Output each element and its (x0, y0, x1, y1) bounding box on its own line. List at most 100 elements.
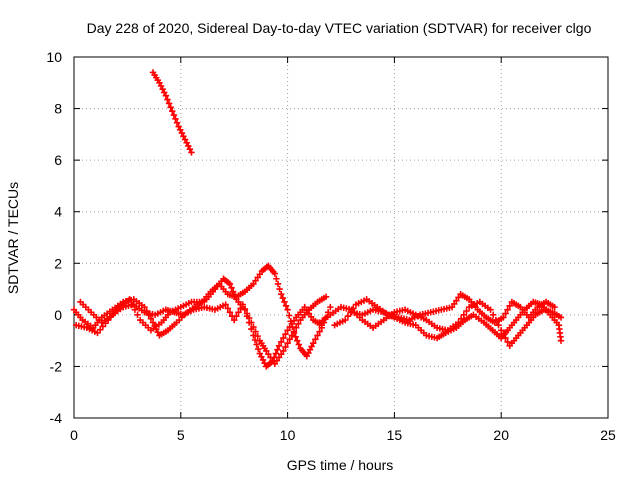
data-point (504, 338, 511, 346)
data-point (281, 298, 288, 306)
data-points (70, 69, 565, 370)
x-tick-label: 0 (70, 427, 78, 443)
data-point (498, 327, 505, 334)
data-point (94, 329, 101, 337)
data-point (134, 311, 141, 319)
data-point (303, 352, 311, 360)
data-point (229, 288, 237, 295)
y-tick-label: -4 (50, 410, 63, 426)
data-point (286, 336, 293, 343)
data-point (186, 145, 194, 153)
data-point (233, 312, 240, 320)
data-point (156, 79, 163, 86)
data-point (252, 328, 259, 335)
x-tick-label: 25 (600, 427, 616, 443)
data-point (259, 356, 267, 364)
data-point (164, 96, 171, 103)
x-tick-label: 5 (177, 427, 185, 443)
data-point (310, 340, 317, 347)
data-point (254, 332, 261, 340)
data-point (178, 129, 186, 137)
data-point (99, 323, 107, 330)
data-point (280, 347, 287, 355)
data-point (307, 313, 315, 320)
data-point (279, 294, 286, 302)
data-point (342, 316, 349, 324)
data-point (149, 319, 157, 326)
series-track-f (348, 298, 565, 344)
data-point (504, 306, 511, 313)
data-point (188, 149, 195, 156)
data-point (131, 306, 139, 313)
series-track-c (77, 293, 330, 368)
data-point (250, 280, 257, 288)
data-point (273, 357, 281, 364)
data-point (286, 312, 293, 319)
data-point (185, 142, 192, 150)
data-point (292, 324, 300, 331)
data-point (250, 323, 257, 331)
data-point (506, 302, 513, 310)
data-point (305, 349, 312, 357)
data-point (256, 271, 264, 278)
data-point (180, 133, 187, 140)
data-point (551, 303, 558, 311)
data-point (312, 336, 319, 343)
data-point (460, 311, 468, 319)
x-tick-label: 15 (387, 427, 403, 443)
data-point (243, 310, 251, 317)
axis-ticks: 0 5 10 15 20 25 -4 -2 0 2 4 6 8 10 (46, 49, 616, 443)
data-point (226, 309, 234, 316)
chart-title: Day 228 of 2020, Sidereal Day-to-day VTE… (87, 20, 592, 36)
data-point (287, 318, 295, 325)
data-point (290, 328, 298, 335)
data-point (272, 350, 280, 357)
series-early-high (149, 69, 195, 156)
plot-frame (73, 56, 609, 419)
data-point (487, 306, 494, 313)
data-point (277, 291, 285, 298)
data-point (344, 312, 352, 320)
data-point (253, 341, 260, 348)
y-axis-label: SDTVAR / TECUs (5, 182, 21, 294)
data-point (161, 89, 168, 96)
y-tick-label: 6 (54, 152, 62, 168)
data-point (318, 324, 325, 331)
data-point (235, 309, 242, 316)
data-point (308, 343, 315, 350)
data-point (256, 350, 264, 357)
data-point (301, 303, 308, 311)
data-point (316, 328, 323, 335)
y-tick-label: -2 (50, 358, 63, 374)
data-point (228, 284, 235, 291)
data-point (557, 337, 565, 344)
data-point (263, 347, 270, 355)
data-point (177, 126, 184, 134)
data-point (276, 285, 283, 293)
y-tick-label: 10 (46, 49, 62, 65)
data-point (453, 297, 460, 304)
data-point (267, 354, 274, 361)
data-point (280, 334, 287, 342)
data-point (222, 301, 229, 308)
x-axis-label: GPS time / hours (287, 457, 394, 473)
data-point (147, 315, 155, 322)
data-point (245, 314, 253, 322)
data-point (306, 346, 314, 353)
data-point (159, 86, 166, 93)
data-point (175, 123, 182, 130)
data-point (284, 340, 291, 347)
data-point (157, 82, 165, 90)
data-point (271, 270, 278, 277)
y-tick-label: 8 (54, 101, 62, 117)
data-point (170, 111, 178, 119)
y-tick-label: 2 (54, 255, 62, 271)
data-point (284, 306, 291, 313)
data-point (295, 341, 303, 348)
data-point (502, 310, 509, 317)
data-point (282, 302, 290, 310)
data-point (183, 139, 190, 146)
x-tick-label: 10 (280, 427, 296, 443)
data-point (224, 305, 231, 312)
